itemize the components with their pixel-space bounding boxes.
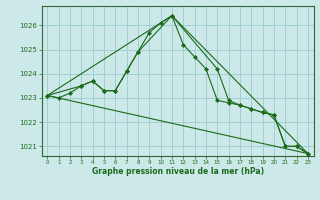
- X-axis label: Graphe pression niveau de la mer (hPa): Graphe pression niveau de la mer (hPa): [92, 167, 264, 176]
